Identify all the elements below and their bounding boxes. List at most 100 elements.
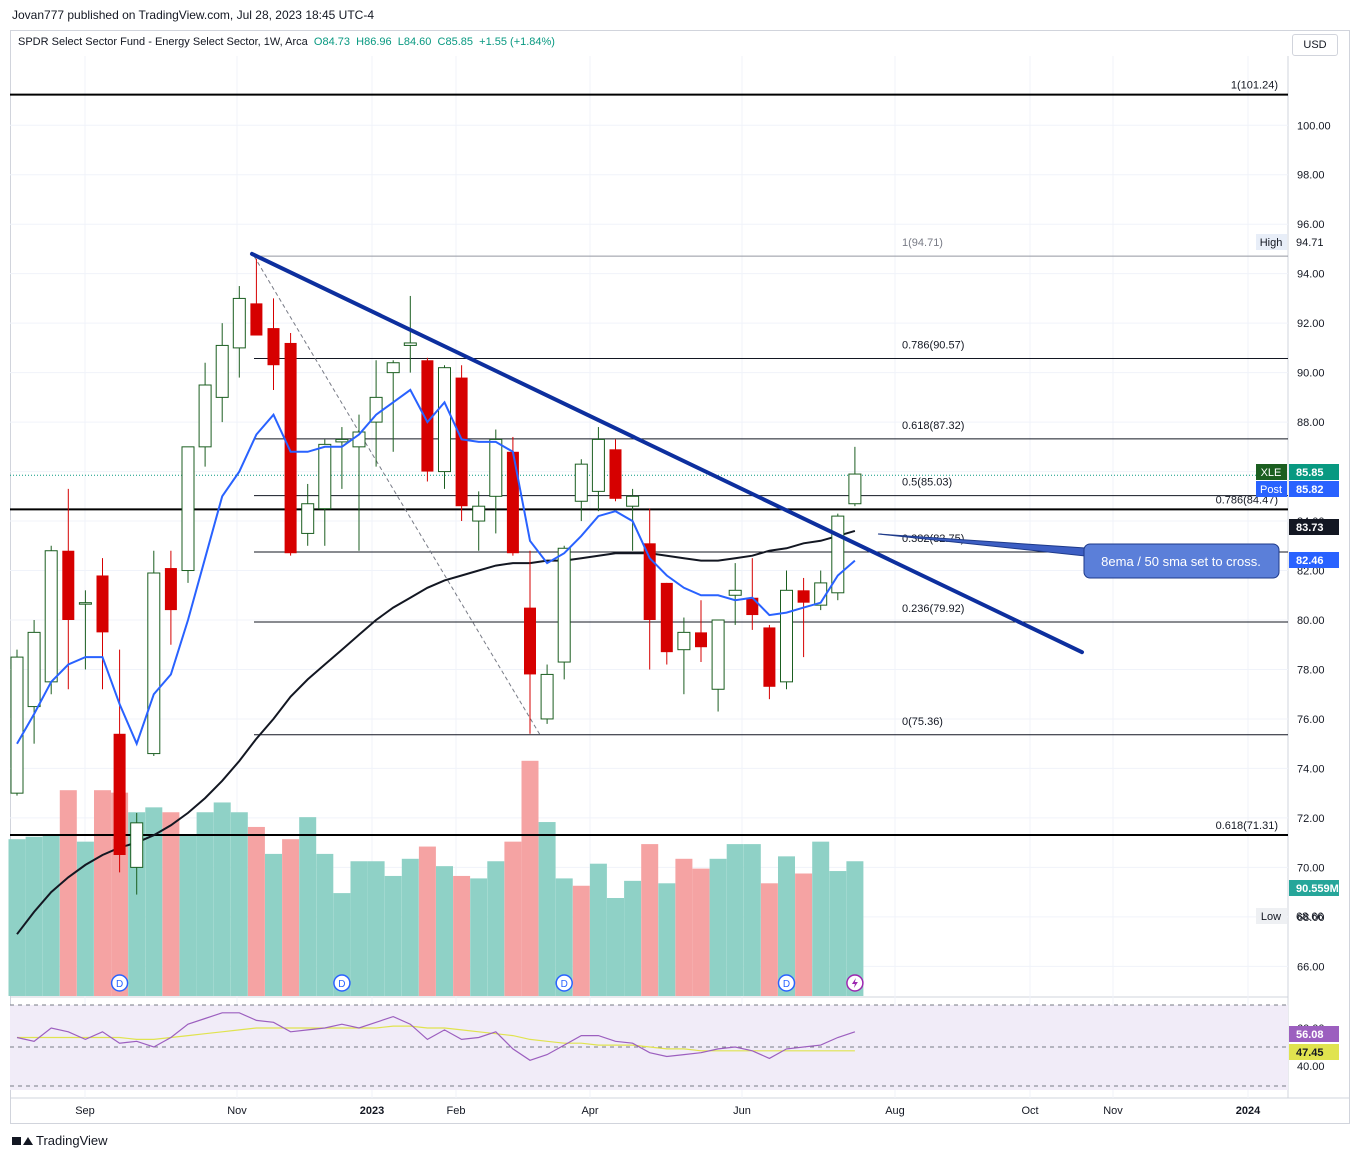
candle-body	[232, 297, 246, 349]
candle-body	[403, 342, 417, 346]
volume-bar	[282, 839, 300, 996]
candle-body	[113, 733, 126, 855]
fib-label: 0.618(87.32)	[902, 420, 964, 432]
y-tick-label: 94.00	[1297, 269, 1325, 281]
volume-bar	[709, 858, 727, 996]
rsi-badge-value: 56.08	[1296, 1029, 1324, 1041]
y-tick-label: 82.00	[1297, 566, 1325, 578]
rsi-ma-badge-value: 47.45	[1296, 1047, 1324, 1059]
candle-body	[455, 377, 468, 507]
volume-badge-bg	[1289, 880, 1339, 896]
volume-bar	[333, 893, 351, 996]
legend-low: L84.60	[397, 36, 432, 48]
volume-bar	[726, 844, 744, 996]
dividend-icon	[555, 974, 573, 992]
candle-body	[763, 627, 776, 687]
candle-body	[164, 568, 177, 611]
candle-body	[643, 543, 656, 620]
candle-body	[10, 656, 24, 794]
candle-body	[96, 575, 109, 633]
volume-bar	[230, 812, 248, 996]
lightning-icon	[851, 978, 858, 988]
tradingview-logo-icon	[12, 1135, 33, 1147]
y-tick-label: 74.00	[1297, 763, 1325, 775]
y-tick-label: 100.00	[1297, 120, 1331, 132]
candle-body	[250, 303, 263, 336]
candle-body	[711, 619, 725, 690]
candle-body	[797, 590, 810, 603]
dividend-label: D	[561, 979, 568, 990]
x-tick-label: 2024	[1236, 1105, 1261, 1117]
y-tick-label: 96.00	[1297, 219, 1325, 231]
volume-bar	[658, 883, 676, 996]
candle-body	[421, 360, 434, 472]
candle-body	[318, 443, 332, 510]
sma50-line	[16, 529, 856, 935]
fib-label: 0.236(79.92)	[902, 603, 964, 615]
rsi-ma-line	[17, 1025, 855, 1052]
price-badge-post-bg	[1289, 481, 1339, 497]
low-value: 68.66	[1296, 911, 1324, 923]
sma-badge-value: 83.73	[1296, 522, 1324, 534]
volume-bar	[162, 812, 180, 996]
y-tick-label: 90.00	[1297, 368, 1325, 380]
rsi-tick-label: 40.00	[1297, 1061, 1325, 1073]
dividend-label: D	[116, 979, 123, 990]
tradingview-brand: TradingView	[36, 1133, 108, 1148]
legend-change: +1.55 (+1.84%)	[479, 36, 555, 48]
annotation-box	[1083, 543, 1280, 579]
volume-bar	[760, 883, 778, 996]
candle-body	[557, 547, 571, 663]
annotation-text: 8ema / 50 sma set to cross.	[1101, 554, 1261, 569]
volume-bar	[846, 861, 864, 996]
y-tick-label: 98.00	[1297, 170, 1325, 182]
candle-body	[489, 438, 503, 497]
volume-bar	[795, 873, 813, 996]
dividend-label: D	[338, 979, 345, 990]
price-badge-post-label-bg	[1256, 481, 1287, 497]
high-label-bg	[1256, 234, 1287, 250]
currency-button[interactable]: USD	[1292, 34, 1338, 56]
volume-bar	[624, 880, 642, 996]
volume-bar	[521, 760, 539, 996]
volume-bar	[812, 841, 830, 996]
sma-badge-bg	[1289, 519, 1339, 535]
volume-bar	[572, 885, 590, 996]
x-tick-label: Oct	[1021, 1105, 1038, 1117]
candle-body	[780, 589, 793, 683]
candle-body	[78, 602, 92, 605]
x-tick-label: Feb	[447, 1105, 466, 1117]
legend-high: H86.96	[356, 36, 392, 48]
price-badge-xle-bg	[1289, 464, 1339, 480]
candle-body	[746, 597, 759, 616]
chart-legend: SPDR Select Sector Fund - Energy Select …	[18, 36, 555, 48]
volume-bar	[42, 834, 60, 996]
candle-body	[181, 446, 195, 572]
publish-info: Jovan777 published on TradingView.com, J…	[12, 8, 375, 22]
volume-bar	[265, 853, 282, 996]
y-tick-label: 68.00	[1297, 912, 1325, 924]
volume-bar	[538, 822, 556, 996]
fib-label: 0.786(90.57)	[902, 340, 964, 352]
level-label: 0.618(71.31)	[1216, 820, 1278, 832]
volume-bar	[316, 853, 334, 996]
y-tick-label: 70.00	[1297, 862, 1325, 874]
volume-bar	[94, 790, 111, 996]
candle-body	[677, 631, 691, 651]
volume-bar	[8, 839, 26, 996]
volume-bar	[675, 858, 693, 996]
volume-bar	[401, 858, 419, 996]
y-tick-label: 88.00	[1297, 417, 1325, 429]
candle-body	[215, 344, 229, 398]
volume-bar	[778, 856, 795, 996]
ema-badge-bg	[1289, 552, 1339, 568]
low-label-bg	[1256, 908, 1287, 924]
candle-body	[728, 589, 742, 596]
candle-body	[284, 342, 297, 554]
fib-label: 0.5(85.03)	[902, 477, 952, 489]
candle-body	[130, 822, 144, 868]
x-tick-label: Jun	[733, 1105, 751, 1117]
volume-bar	[607, 898, 624, 996]
volume-bar	[641, 844, 659, 996]
